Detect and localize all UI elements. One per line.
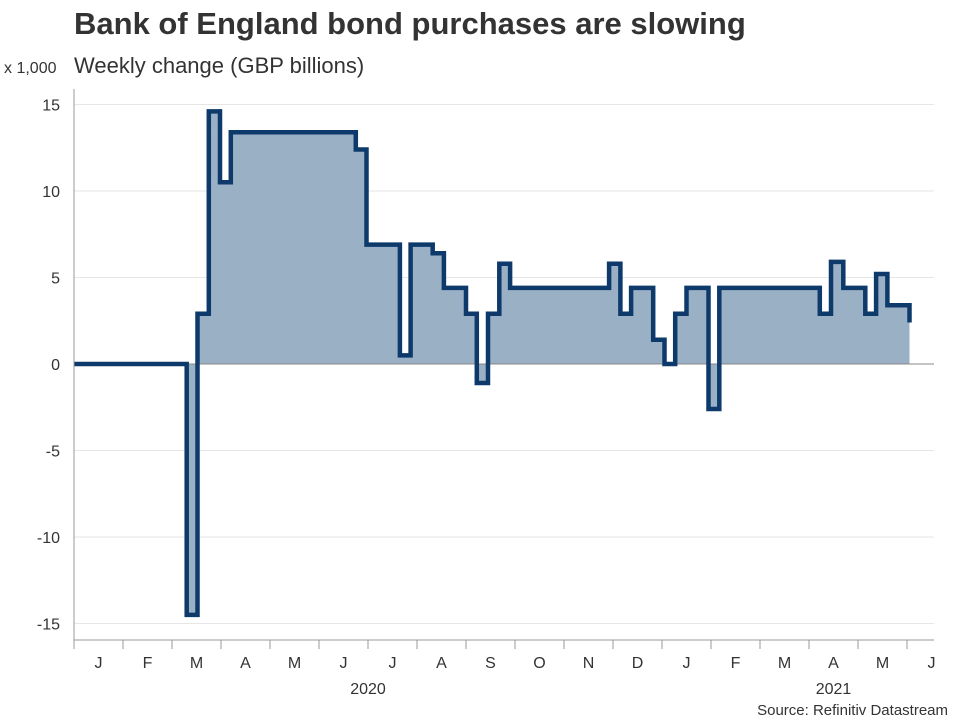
- y-tick-label: 0: [51, 357, 60, 374]
- y-axis-ticks: 15 10 5 0 -5 -10 -15: [37, 98, 60, 634]
- x-tick-label: S: [485, 655, 496, 672]
- year-label: 2020: [350, 681, 386, 698]
- x-tick-label: J: [340, 655, 348, 672]
- x-tick-label: J: [928, 655, 936, 672]
- chart-title: Bank of England bond purchases are slowi…: [74, 6, 746, 41]
- series-area-fill: [74, 111, 910, 615]
- x-tick-label: A: [828, 655, 839, 672]
- x-tick-label: J: [683, 655, 691, 672]
- x-tick-label: M: [778, 655, 791, 672]
- x-tick-label: N: [583, 655, 595, 672]
- y-tick-label: 15: [42, 98, 60, 115]
- axes: [73, 89, 934, 641]
- y-tick-label: 10: [42, 184, 60, 201]
- x-tick-label: D: [632, 655, 644, 672]
- x-tick-label: J: [389, 655, 397, 672]
- x-tick-label: M: [288, 655, 301, 672]
- y-tick-label: -10: [37, 530, 60, 547]
- series-line: [74, 109, 912, 618]
- x-tick-label: O: [533, 655, 545, 672]
- x-tick-label: F: [731, 655, 741, 672]
- y-tick-label: -15: [37, 617, 60, 634]
- year-label: 2021: [816, 681, 852, 698]
- x-tick-label: F: [143, 655, 153, 672]
- x-tick-label: M: [190, 655, 203, 672]
- y-tick-label: -5: [46, 444, 60, 461]
- series-line-path: [74, 109, 912, 618]
- y-axis-unit-label: x 1,000: [4, 60, 57, 77]
- y-tick-label: 5: [51, 271, 60, 288]
- x-tick-label: A: [436, 655, 447, 672]
- source-note: Source: Refinitiv Datastream: [757, 702, 948, 719]
- series-area: [74, 111, 910, 615]
- x-tick-label: A: [240, 655, 251, 672]
- chart-subtitle: Weekly change (GBP billions): [74, 53, 365, 78]
- x-tick-label: J: [95, 655, 103, 672]
- x-tick-label: M: [876, 655, 889, 672]
